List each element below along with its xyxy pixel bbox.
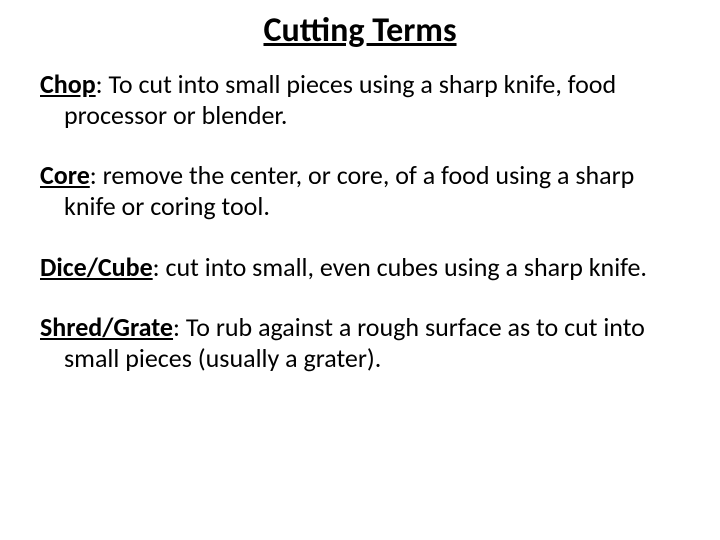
definition-entry: Dice/Cube: cut into small, even cubes us… (40, 252, 680, 283)
term-label: Chop (40, 68, 96, 100)
definition-text: : To cut into small pieces using a sharp… (64, 68, 616, 131)
page-title: Cutting Terms (40, 10, 680, 51)
definition-text: : cut into small, even cubes using a sha… (153, 251, 647, 283)
definition-entry: Core: remove the center, or core, of a f… (40, 160, 680, 221)
term-label: Core (40, 159, 90, 191)
definition-entry: Chop: To cut into small pieces using a s… (40, 69, 680, 130)
definition-text: : remove the center, or core, of a food … (64, 159, 634, 222)
definition-entry: Shred/Grate: To rub against a rough surf… (40, 312, 680, 373)
term-label: Shred/Grate (40, 311, 173, 343)
term-label: Dice/Cube (40, 251, 153, 283)
